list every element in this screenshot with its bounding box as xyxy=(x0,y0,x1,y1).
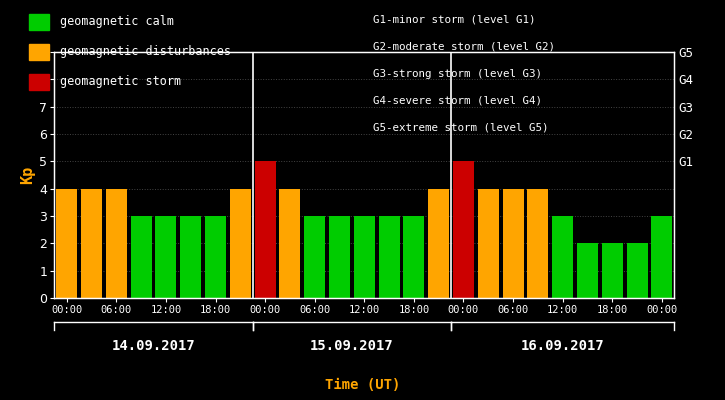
Text: 16.09.2017: 16.09.2017 xyxy=(521,339,605,353)
Text: 15.09.2017: 15.09.2017 xyxy=(310,339,394,353)
Text: G3-strong storm (level G3): G3-strong storm (level G3) xyxy=(373,69,542,78)
Bar xyxy=(155,216,176,298)
Text: geomagnetic storm: geomagnetic storm xyxy=(60,76,181,88)
Bar xyxy=(577,243,598,298)
Text: geomagnetic calm: geomagnetic calm xyxy=(60,16,174,28)
Bar xyxy=(428,189,450,298)
Bar xyxy=(81,189,102,298)
Bar xyxy=(602,243,623,298)
Bar xyxy=(57,189,78,298)
Bar xyxy=(106,189,127,298)
Text: G5-extreme storm (level G5): G5-extreme storm (level G5) xyxy=(373,123,549,133)
Bar xyxy=(279,189,300,298)
Text: G2-moderate storm (level G2): G2-moderate storm (level G2) xyxy=(373,42,555,52)
Bar xyxy=(205,216,226,298)
Text: 14.09.2017: 14.09.2017 xyxy=(112,339,196,353)
Bar xyxy=(181,216,202,298)
Bar xyxy=(403,216,424,298)
Bar xyxy=(378,216,399,298)
Bar xyxy=(502,189,523,298)
Bar xyxy=(304,216,326,298)
Text: geomagnetic disturbances: geomagnetic disturbances xyxy=(60,46,231,58)
Bar xyxy=(453,161,474,298)
Bar xyxy=(354,216,375,298)
Bar xyxy=(478,189,499,298)
Bar xyxy=(230,189,251,298)
Text: G4-severe storm (level G4): G4-severe storm (level G4) xyxy=(373,96,542,106)
Bar xyxy=(329,216,350,298)
Bar xyxy=(651,216,672,298)
Y-axis label: Kp: Kp xyxy=(20,166,36,184)
Bar xyxy=(130,216,152,298)
Text: Time (UT): Time (UT) xyxy=(325,378,400,392)
Bar xyxy=(254,161,276,298)
Text: G1-minor storm (level G1): G1-minor storm (level G1) xyxy=(373,14,536,24)
Bar xyxy=(626,243,647,298)
Bar xyxy=(527,189,548,298)
Bar xyxy=(552,216,573,298)
